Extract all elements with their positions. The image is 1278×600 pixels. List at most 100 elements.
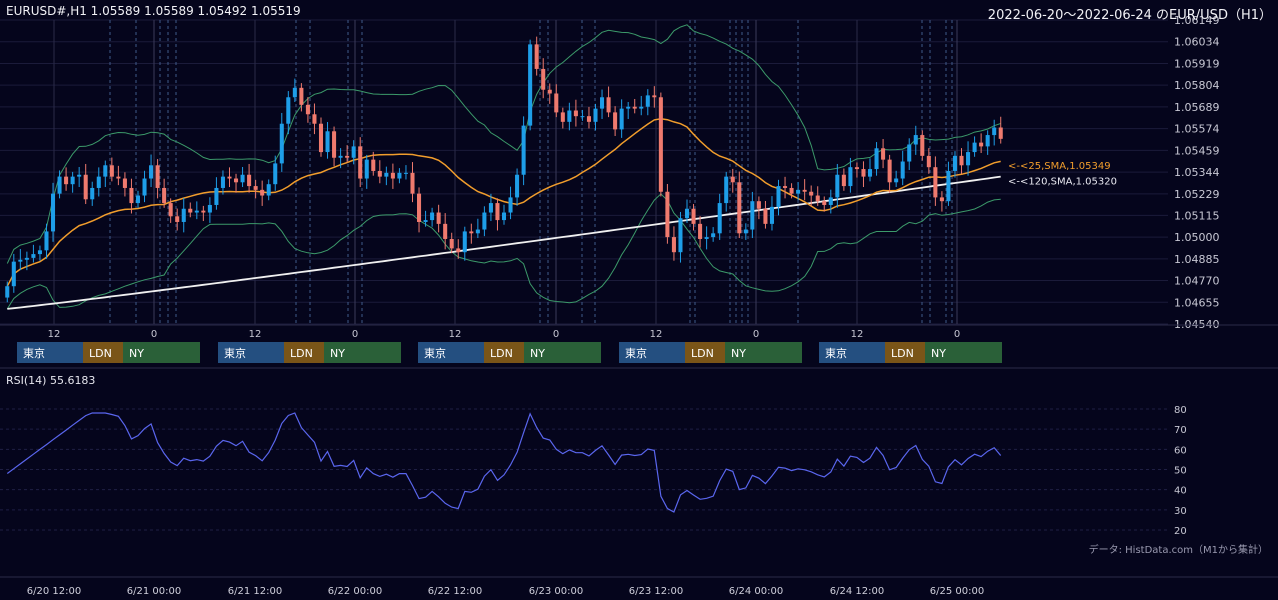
candle-body: [730, 176, 735, 183]
candle-body: [299, 87, 304, 105]
candle: [266, 179, 271, 201]
candle-body: [704, 237, 709, 239]
candle: [234, 173, 239, 193]
candle: [345, 145, 350, 163]
candle: [305, 97, 310, 123]
candle: [410, 162, 415, 203]
candle-body: [5, 286, 10, 298]
session-block: [123, 342, 200, 363]
candle: [103, 160, 108, 188]
candle-body: [240, 174, 245, 183]
candle-body: [763, 208, 768, 224]
candle-body: [998, 127, 1003, 139]
candle-body: [332, 131, 337, 158]
candle: [417, 187, 422, 233]
candle: [874, 142, 879, 176]
candle-body: [18, 259, 23, 262]
candle: [149, 154, 154, 188]
candle-body: [501, 212, 507, 221]
candle: [135, 190, 141, 208]
candle-body: [613, 112, 618, 130]
candle-body: [469, 231, 474, 234]
rsi-line: [6, 412, 1002, 513]
candle: [959, 148, 964, 174]
candle-body: [979, 142, 984, 147]
candle: [201, 205, 206, 222]
candle-body: [874, 148, 879, 170]
session-block: [83, 342, 123, 363]
candle-body: [737, 182, 742, 234]
session-label: NY: [530, 347, 545, 360]
candle-body: [789, 187, 794, 194]
candle: [887, 154, 892, 193]
candle: [155, 159, 160, 199]
candle: [90, 181, 95, 206]
candle-body: [541, 68, 546, 90]
candle-body: [887, 159, 892, 183]
rsi-tick-label: 80: [1174, 405, 1187, 416]
candle: [11, 253, 16, 293]
session-block: [524, 342, 601, 363]
price-grid: [0, 19, 1168, 325]
candle-body: [338, 155, 343, 158]
candle: [44, 223, 49, 259]
candle-body: [691, 208, 696, 224]
session-label: LDN: [89, 347, 112, 360]
candle: [57, 170, 62, 199]
price-tick-label: 1.05689: [1174, 101, 1220, 114]
candle-body: [462, 231, 467, 253]
candle: [528, 39, 533, 131]
candle: [881, 139, 886, 169]
candle-body: [671, 237, 676, 253]
candle-body: [11, 261, 16, 287]
candle: [992, 119, 997, 146]
candle-body: [521, 125, 526, 175]
candle-body: [939, 197, 944, 202]
candle-body: [377, 170, 382, 177]
candle-body: [783, 186, 788, 188]
candle: [181, 197, 186, 233]
candle: [371, 151, 376, 176]
candle-body: [678, 218, 683, 253]
candle: [671, 226, 676, 261]
candle-body: [122, 178, 127, 188]
candle-body: [188, 208, 193, 213]
candle-body: [573, 110, 578, 117]
candle-body: [70, 176, 75, 185]
session-block: [725, 342, 802, 363]
candle-body: [586, 116, 591, 122]
candle-body: [665, 191, 670, 238]
candle: [567, 102, 572, 131]
candle-body: [724, 176, 729, 204]
candle: [220, 170, 225, 195]
candle: [70, 171, 75, 193]
candle: [279, 112, 284, 172]
candle-body: [580, 116, 585, 118]
candle-body: [894, 178, 899, 183]
candle-body: [358, 146, 363, 179]
candle-body: [488, 203, 493, 213]
candle: [18, 248, 23, 271]
candle: [501, 204, 507, 225]
date-axis: 6/20 12:00 6/21 00:00 6/21 12:00 6/22 00:00…: [27, 586, 984, 597]
candle: [436, 204, 441, 233]
candle-body: [841, 174, 846, 187]
candle: [841, 168, 846, 191]
candle: [730, 168, 735, 193]
bollinger-lower: [6, 193, 1001, 310]
candle: [214, 177, 219, 210]
candle-body: [83, 174, 88, 200]
candle-body: [194, 210, 199, 213]
price-tick-label: 1.05804: [1174, 79, 1220, 92]
candle-body: [992, 127, 997, 136]
candle-body: [913, 135, 918, 145]
session-label: 東京: [825, 346, 847, 360]
candle-body: [247, 174, 252, 187]
candle: [678, 211, 683, 263]
candle: [50, 182, 56, 242]
candle-body: [318, 123, 324, 153]
candle-body: [135, 195, 141, 204]
candle: [462, 226, 467, 261]
candle: [397, 168, 402, 184]
